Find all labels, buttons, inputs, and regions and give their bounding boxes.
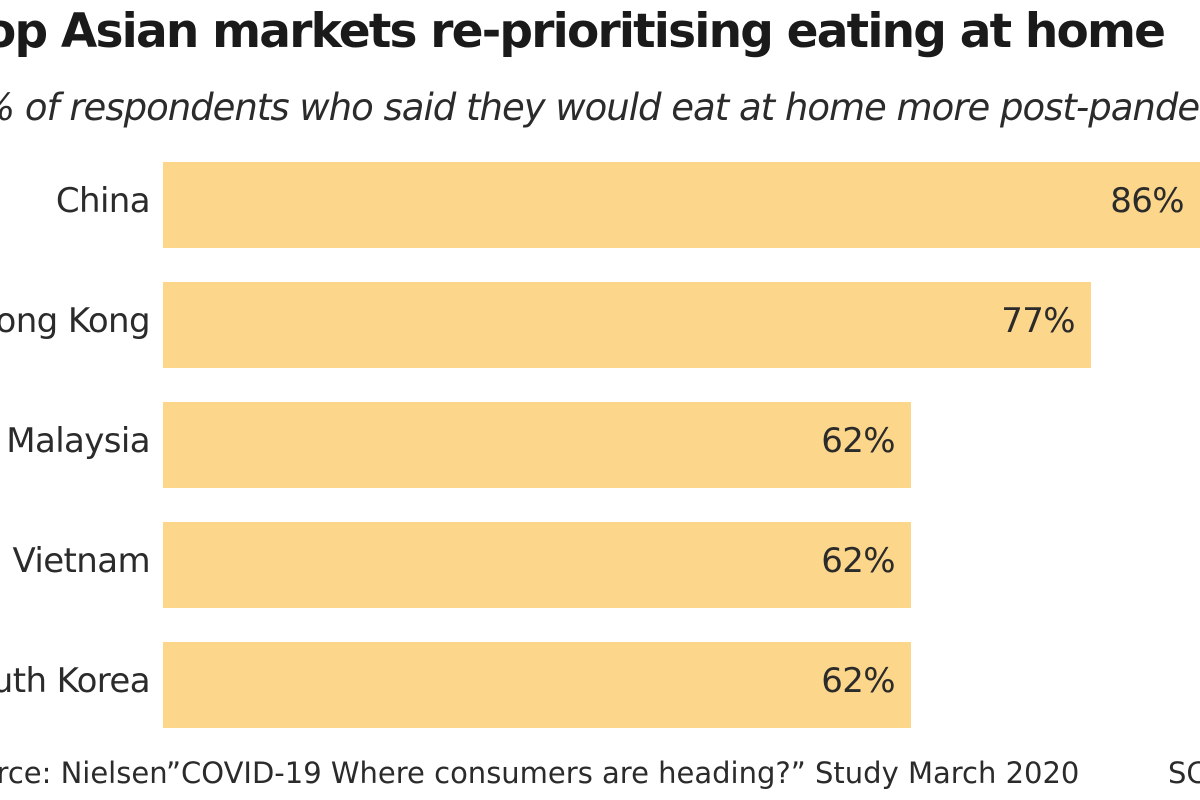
category-label: China bbox=[55, 181, 151, 221]
value-label: 62% bbox=[821, 541, 895, 581]
bar bbox=[163, 642, 911, 728]
value-label: 86% bbox=[1110, 181, 1184, 221]
chart-subtitle: % of respondents who said they would eat… bbox=[0, 86, 1200, 129]
category-label: South Korea bbox=[0, 661, 151, 701]
bar bbox=[163, 402, 911, 488]
value-label: 77% bbox=[1001, 301, 1075, 341]
value-label: 62% bbox=[821, 421, 895, 461]
bar bbox=[163, 282, 1091, 368]
category-label: Malaysia bbox=[6, 421, 150, 461]
source-note: Source: Nielsen”COVID-19 Where consumers… bbox=[0, 756, 1080, 790]
credit-label: SCMP bbox=[1168, 756, 1200, 790]
category-label: Hong Kong bbox=[0, 301, 151, 341]
bar bbox=[163, 522, 911, 608]
category-label: Vietnam bbox=[12, 541, 150, 581]
bar bbox=[163, 162, 1200, 248]
chart-title: Top Asian markets re-prioritising eating… bbox=[0, 4, 1166, 59]
value-label: 62% bbox=[821, 661, 895, 701]
